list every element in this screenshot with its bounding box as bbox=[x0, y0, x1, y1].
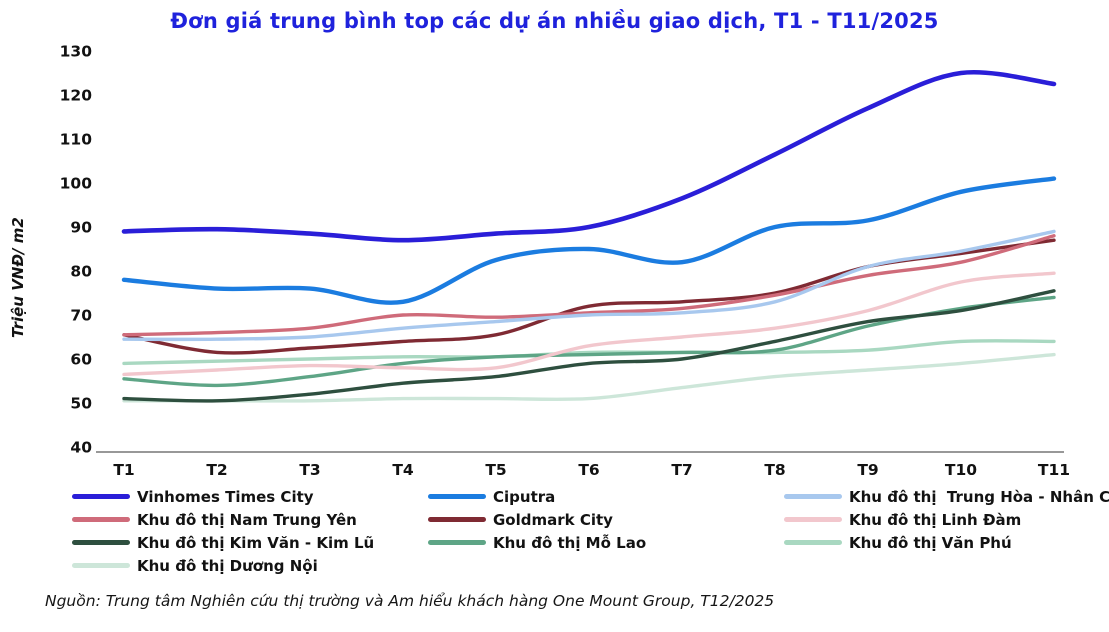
y-tick-label: 110 bbox=[60, 131, 93, 149]
y-tick-label: 90 bbox=[70, 219, 92, 237]
series-line bbox=[122, 289, 1056, 403]
series-line bbox=[122, 295, 1056, 388]
y-tick-label: 50 bbox=[70, 395, 92, 413]
legend-swatch bbox=[784, 540, 842, 545]
legend-label: Khu đô thị Linh Đàm bbox=[849, 510, 1022, 529]
legend-label: Khu đô thị Trung Hòa - Nhân Chính bbox=[849, 487, 1109, 506]
legend-swatch bbox=[428, 517, 486, 522]
y-tick-label: 80 bbox=[70, 263, 92, 281]
series-line bbox=[122, 229, 1056, 342]
source-note: Nguồn: Trung tâm Nghiên cứu thị trường v… bbox=[45, 592, 775, 610]
legend-item: Khu đô thị Kim Văn - Kim Lũ bbox=[72, 531, 428, 554]
series-line bbox=[122, 271, 1056, 377]
y-axis-title: Triệu VNĐ/ m2 bbox=[9, 217, 27, 339]
series-line bbox=[121, 176, 1057, 305]
series-line bbox=[122, 234, 1056, 337]
x-tick-label: T10 bbox=[945, 461, 977, 479]
chart-area: Triệu VNĐ/ m2 130 120 110 100 90 80 70 60 50 40 T1… bbox=[0, 37, 1109, 480]
y-tick-label: 130 bbox=[60, 43, 93, 61]
legend-swatch bbox=[72, 540, 130, 545]
x-tick-label: T1 bbox=[113, 461, 134, 479]
legend-swatch bbox=[428, 494, 486, 499]
legend-swatch bbox=[72, 494, 130, 499]
legend-label: Ciputra bbox=[493, 487, 556, 506]
legend-item: Khu đô thị Mỗ Lao bbox=[428, 531, 784, 554]
legend-swatch bbox=[784, 494, 842, 499]
chart-legend: Vinhomes Times City Ciputra Khu đô thị Tru… bbox=[72, 485, 1109, 577]
legend-swatch bbox=[784, 517, 842, 522]
legend-item: Khu đô thị Nam Trung Yên bbox=[72, 508, 428, 531]
x-tick-label: T5 bbox=[485, 461, 506, 479]
x-tick-label: T2 bbox=[206, 461, 227, 479]
x-tick-label: T7 bbox=[671, 461, 692, 479]
legend-label: Khu đô thị Văn Phú bbox=[849, 533, 1012, 552]
legend-item: Vinhomes Times City bbox=[72, 485, 428, 508]
y-tick-label: 120 bbox=[60, 87, 93, 105]
legend-label: Khu đô thị Dương Nội bbox=[137, 556, 318, 575]
legend-swatch bbox=[72, 517, 130, 522]
legend-item: Khu đô thị Linh Đàm bbox=[784, 508, 1109, 531]
x-tick-label: T6 bbox=[578, 461, 599, 479]
series-line bbox=[122, 352, 1056, 403]
legend-item: Ciputra bbox=[428, 485, 784, 508]
x-tick-label: T3 bbox=[299, 461, 320, 479]
y-tick-label: 40 bbox=[70, 439, 92, 457]
legend-item: Khu đô thị Văn Phú bbox=[784, 531, 1109, 554]
legend-item: Goldmark City bbox=[428, 508, 784, 531]
y-tick-label: 100 bbox=[60, 175, 93, 193]
legend-item: Khu đô thị Dương Nội bbox=[72, 554, 428, 577]
y-tick-label: 70 bbox=[70, 307, 92, 325]
legend-label: Vinhomes Times City bbox=[137, 487, 314, 506]
x-tick-label: T11 bbox=[1038, 461, 1070, 479]
page-title: Đơn giá trung bình top các dự án nhiều g… bbox=[170, 9, 939, 33]
y-tick-label: 60 bbox=[70, 351, 92, 369]
legend-swatch bbox=[72, 563, 130, 568]
line-chart: 130 120 110 100 90 80 70 60 50 40 T1 T2 T3 T4 T5 T6 T7 T8… bbox=[60, 43, 1070, 480]
legend-label: Khu đô thị Mỗ Lao bbox=[493, 533, 647, 552]
legend-label: Goldmark City bbox=[493, 510, 613, 529]
legend-label: Khu đô thị Kim Văn - Kim Lũ bbox=[137, 533, 375, 552]
legend-label: Khu đô thị Nam Trung Yên bbox=[137, 510, 357, 529]
x-tick-label: T8 bbox=[764, 461, 785, 479]
legend-swatch bbox=[428, 540, 486, 545]
x-tick-label: T9 bbox=[857, 461, 878, 479]
series-line bbox=[121, 69, 1057, 243]
legend-item: Khu đô thị Trung Hòa - Nhân Chính bbox=[784, 485, 1109, 508]
x-tick-label: T4 bbox=[392, 461, 414, 479]
series-line bbox=[122, 339, 1056, 366]
